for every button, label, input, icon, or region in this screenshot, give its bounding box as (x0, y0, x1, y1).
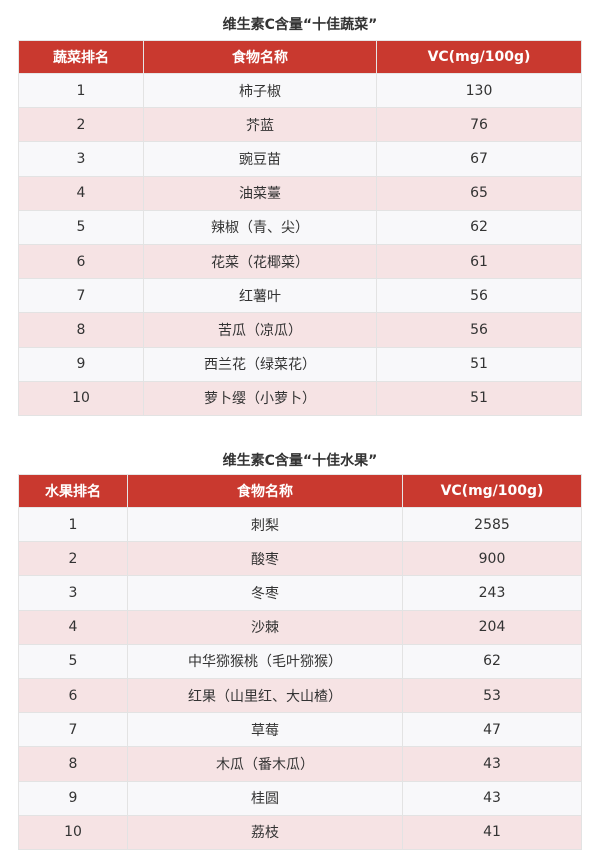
table-row: 3 冬枣 243 (18, 575, 582, 611)
vc-value-cell: 56 (376, 312, 582, 348)
food-name-cell: 苦瓜（凉瓜） (143, 312, 377, 348)
table-row: 2 酸枣 900 (18, 541, 582, 577)
vc-value-cell: 43 (402, 746, 582, 782)
food-name-cell: 桂圆 (127, 780, 403, 816)
food-name-cell: 红果（山里红、大山楂） (127, 677, 403, 714)
table-header-row: 水果排名 食物名称 VC(mg/100g) (18, 474, 582, 508)
food-name-cell: 辣椒（青、尖） (143, 209, 377, 245)
food-name-cell: 花菜（花椰菜） (143, 243, 377, 280)
vc-value-cell: 47 (402, 712, 582, 748)
vc-value-cell: 204 (402, 609, 582, 645)
food-name-cell: 刺梨 (127, 506, 403, 543)
table-row: 7 红薯叶 56 (18, 278, 582, 314)
rank-cell: 6 (18, 243, 144, 280)
vc-value-cell: 62 (376, 209, 582, 245)
rank-cell: 3 (18, 141, 144, 177)
column-header: VC(mg/100g) (376, 40, 582, 74)
table-row: 8 木瓜（番木瓜） 43 (18, 746, 582, 782)
rank-cell: 1 (18, 72, 144, 109)
food-name-cell: 沙棘 (127, 609, 403, 645)
rank-cell: 1 (18, 506, 128, 543)
vc-value-cell: 130 (376, 72, 582, 109)
table-row: 1 刺梨 2585 (18, 506, 582, 543)
vc-value-cell: 56 (376, 278, 582, 314)
fruit-vc-table: 水果排名 食物名称 VC(mg/100g) 1 刺梨 2585 2 酸枣 900 3 冬枣 243 4 沙… (18, 474, 582, 850)
vc-value-cell: 43 (402, 780, 582, 816)
food-name-cell: 草莓 (127, 712, 403, 748)
vc-value-cell: 51 (376, 346, 582, 382)
rank-cell: 8 (18, 312, 144, 348)
vc-value-cell: 2585 (402, 506, 582, 543)
rank-cell: 2 (18, 107, 144, 143)
table-row: 7 草莓 47 (18, 712, 582, 748)
table-row: 4 油菜薹 65 (18, 175, 582, 211)
vegetable-table-title: 维生素C含量“十佳蔬菜” (222, 17, 378, 33)
table-row: 4 沙棘 204 (18, 609, 582, 645)
rank-cell: 6 (18, 677, 128, 714)
rank-cell: 8 (18, 746, 128, 782)
vc-value-cell: 65 (376, 175, 582, 211)
table-row: 10 萝卜缨（小萝卜） 51 (18, 380, 582, 416)
vc-value-cell: 41 (402, 814, 582, 850)
food-name-cell: 西兰花（绿菜花） (143, 346, 377, 382)
food-name-cell: 豌豆苗 (143, 141, 377, 177)
food-name-cell: 冬枣 (127, 575, 403, 611)
rank-cell: 7 (18, 278, 144, 314)
vc-value-cell: 900 (402, 541, 582, 577)
rank-cell: 10 (18, 814, 128, 850)
rank-cell: 4 (18, 609, 128, 645)
food-name-cell: 酸枣 (127, 541, 403, 577)
table-row: 9 桂圆 43 (18, 780, 582, 816)
food-name-cell: 柿子椒 (143, 72, 377, 109)
table-row: 6 花菜（花椰菜） 61 (18, 243, 582, 280)
vc-value-cell: 243 (402, 575, 582, 611)
food-name-cell: 红薯叶 (143, 278, 377, 314)
column-header: VC(mg/100g) (402, 474, 582, 508)
rank-cell: 4 (18, 175, 144, 211)
food-name-cell: 中华猕猴桃（毛叶猕猴） (127, 643, 403, 679)
column-header: 食物名称 (143, 40, 377, 74)
rank-cell: 9 (18, 780, 128, 816)
column-header: 水果排名 (18, 474, 128, 508)
vc-value-cell: 53 (402, 677, 582, 714)
vegetable-vc-table: 蔬菜排名 食物名称 VC(mg/100g) 1 柿子椒 130 2 芥蓝 76 3 豌豆苗 67 4 油菜… (18, 40, 582, 416)
table-row: 1 柿子椒 130 (18, 72, 582, 109)
rank-cell: 5 (18, 209, 144, 245)
table-header-row: 蔬菜排名 食物名称 VC(mg/100g) (18, 40, 582, 74)
fruit-table-title: 维生素C含量“十佳水果” (222, 453, 378, 469)
table-row: 5 中华猕猴桃（毛叶猕猴） 62 (18, 643, 582, 679)
vc-value-cell: 76 (376, 107, 582, 143)
table-row: 9 西兰花（绿菜花） 51 (18, 346, 582, 382)
table-row: 5 辣椒（青、尖） 62 (18, 209, 582, 245)
rank-cell: 2 (18, 541, 128, 577)
food-name-cell: 萝卜缨（小萝卜） (143, 380, 377, 416)
table-row: 10 荔枝 41 (18, 814, 582, 850)
rank-cell: 9 (18, 346, 144, 382)
table-row: 8 苦瓜（凉瓜） 56 (18, 312, 582, 348)
table-row: 6 红果（山里红、大山楂） 53 (18, 677, 582, 714)
food-name-cell: 油菜薹 (143, 175, 377, 211)
vc-value-cell: 61 (376, 243, 582, 280)
table-row: 3 豌豆苗 67 (18, 141, 582, 177)
rank-cell: 3 (18, 575, 128, 611)
vc-value-cell: 62 (402, 643, 582, 679)
table-row: 2 芥蓝 76 (18, 107, 582, 143)
rank-cell: 10 (18, 380, 144, 416)
food-name-cell: 木瓜（番木瓜） (127, 746, 403, 782)
rank-cell: 5 (18, 643, 128, 679)
vc-value-cell: 51 (376, 380, 582, 416)
column-header: 蔬菜排名 (18, 40, 144, 74)
food-name-cell: 荔枝 (127, 814, 403, 850)
food-name-cell: 芥蓝 (143, 107, 377, 143)
vc-value-cell: 67 (376, 141, 582, 177)
column-header: 食物名称 (127, 474, 403, 508)
rank-cell: 7 (18, 712, 128, 748)
